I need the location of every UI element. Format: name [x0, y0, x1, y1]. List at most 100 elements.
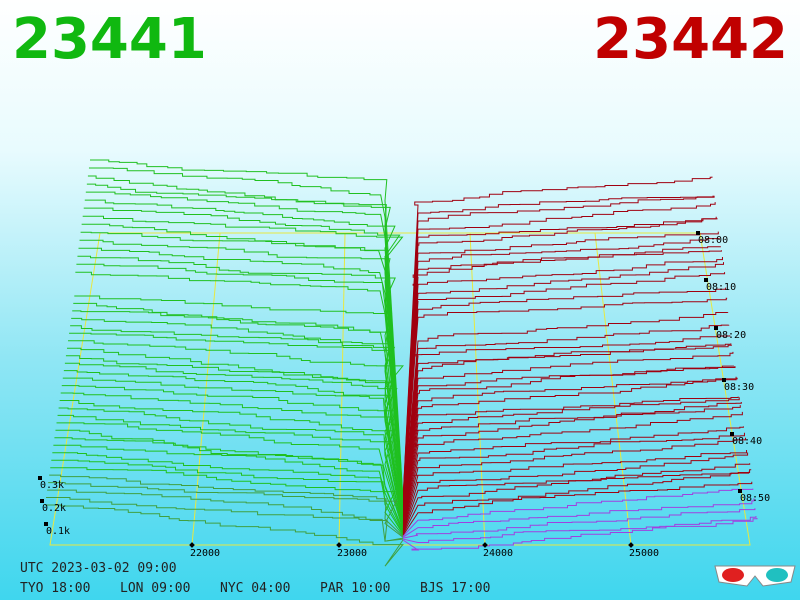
- bid-curve: [46, 497, 404, 542]
- x-tick-label: 25000: [629, 548, 659, 559]
- ask-curve: [402, 518, 758, 551]
- ask-curve: [402, 508, 756, 539]
- ask-curve: [402, 343, 732, 517]
- grid-line: [191, 232, 221, 546]
- tick-marker: [482, 542, 488, 548]
- time-label: 08:40: [732, 436, 762, 447]
- ask-curve: [402, 195, 715, 502]
- ask-curve: [402, 516, 757, 543]
- bid-curve: [88, 167, 404, 501]
- ask-curve: [402, 287, 727, 513]
- bid-curve: [64, 362, 404, 523]
- bid-curve: [84, 199, 404, 505]
- bid-curve: [57, 414, 404, 529]
- x-tick-label: 22000: [190, 548, 220, 559]
- ask-curve: [402, 481, 753, 536]
- tick-marker: [628, 542, 634, 548]
- time-label: 08:30: [724, 382, 754, 393]
- bid-curve: [55, 429, 404, 531]
- bid-curve: [50, 467, 404, 536]
- ask-price: 23442: [593, 7, 788, 72]
- ask-curve: [402, 405, 741, 526]
- bid-curve: [90, 159, 404, 501]
- axis-labels: 22000 23000 24000 25000 08:00 08:10 08:20 08:30…: [38, 231, 770, 559]
- bid-curve: [86, 183, 404, 503]
- bid-curve: [80, 231, 404, 509]
- ask-curve: [402, 250, 722, 509]
- bid-curve: [69, 332, 404, 519]
- ask-curve: [402, 463, 751, 534]
- tick-marker: [738, 489, 742, 493]
- ask-curve: [402, 450, 748, 531]
- ask-curve: [402, 397, 740, 525]
- tick-marker: [189, 542, 195, 548]
- 3d-glasses-icon[interactable]: [714, 565, 796, 587]
- grid-frame: [49, 232, 751, 546]
- bid-curve: [68, 340, 404, 520]
- zone-time: BJS 17:00: [420, 581, 490, 596]
- tick-marker: [38, 476, 42, 480]
- ask-curve: [402, 335, 731, 516]
- bid-curve: [73, 302, 404, 515]
- depth-label: 0.3k: [40, 480, 64, 491]
- bid-curve: [56, 422, 404, 530]
- bid-curve: [59, 400, 404, 528]
- bid-curve: [77, 255, 404, 512]
- bid-curve: [48, 482, 404, 538]
- bid-curve: [83, 207, 404, 506]
- bid-curve: [65, 355, 404, 522]
- bid-curve: [85, 191, 404, 504]
- cyan-lens: [766, 568, 788, 582]
- time-label: 08:20: [716, 330, 746, 341]
- tick-marker: [44, 522, 48, 526]
- zone-time: NYC 04:00: [220, 581, 290, 596]
- time-zones: TYO 18:00 LON 09:00 NYC 04:00 PAR 10:00 BJS …: [20, 581, 490, 596]
- bid-curve: [51, 459, 404, 535]
- ask-curve: [402, 262, 725, 511]
- ask-curve: [402, 488, 754, 537]
- base-plane: [49, 232, 751, 546]
- bid-curve: [82, 215, 404, 507]
- bid-curve: [47, 489, 404, 542]
- bid-curve: [62, 377, 404, 525]
- ask-curve: [402, 297, 728, 514]
- bid-curve: [58, 407, 404, 529]
- bid-curve: [75, 271, 404, 514]
- tick-marker: [696, 231, 700, 235]
- ask-curve: [402, 246, 721, 508]
- grid-line: [338, 232, 346, 546]
- ask-curve: [402, 377, 738, 523]
- bid-curve: [66, 347, 404, 521]
- bid-curve: [60, 392, 404, 527]
- tick-marker: [722, 378, 726, 382]
- zone-time: LON 09:00: [120, 581, 190, 596]
- tick-marker: [704, 278, 708, 282]
- bid-curve: [63, 370, 404, 524]
- ask-curve: [402, 324, 730, 515]
- bid-curve: [52, 452, 404, 534]
- ask-curve: [402, 344, 732, 518]
- zone-time: TYO 18:00: [20, 581, 90, 596]
- utc-time: UTC 2023-03-02 09:00: [20, 561, 177, 576]
- ask-curve: [402, 351, 734, 519]
- ask-curve: [402, 218, 718, 505]
- bid-curve: [79, 239, 404, 510]
- ask-curve: [402, 498, 755, 538]
- ask-curve: [402, 257, 723, 510]
- tick-marker: [714, 326, 718, 330]
- ask-curve: [402, 437, 746, 530]
- depth-label: 0.2k: [42, 503, 66, 514]
- bid-curve: [78, 247, 404, 511]
- bid-curve: [54, 437, 404, 532]
- time-label: 08:50: [740, 493, 770, 504]
- ask-curve: [402, 411, 743, 528]
- ask-curve: [402, 202, 716, 503]
- ask-curve: [402, 216, 717, 504]
- ask-curve: [402, 396, 739, 524]
- bid-curve: [74, 295, 404, 515]
- x-tick-label: 23000: [337, 548, 367, 559]
- ask-curve: [402, 231, 719, 506]
- ask-curve: [402, 176, 713, 501]
